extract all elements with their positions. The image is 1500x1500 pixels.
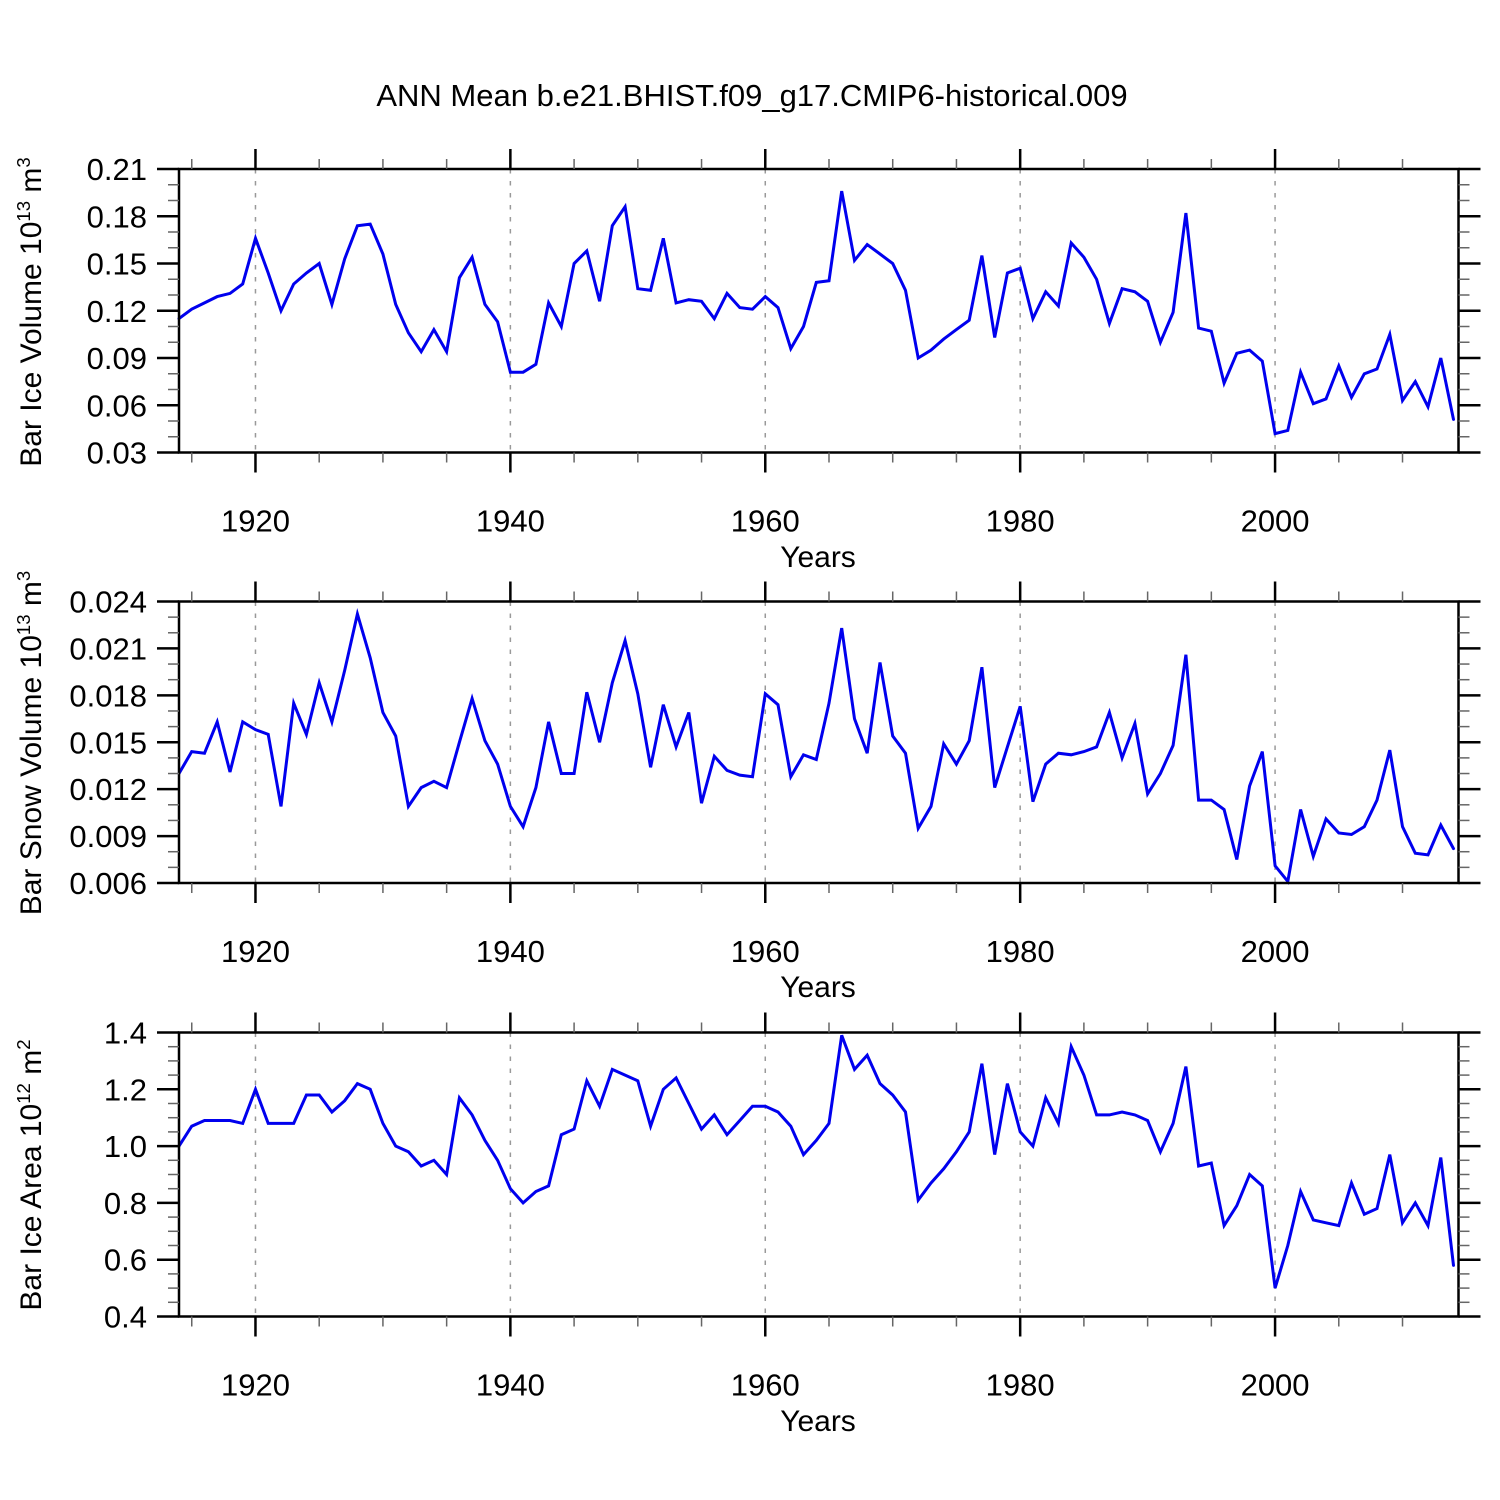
x-axis-label-years-2: Years — [780, 971, 856, 1004]
y-axis-label-ice-area: Bar Ice Area 1012 m2 — [13, 1039, 48, 1311]
data-line-bar-ice-area — [177, 1034, 1455, 1289]
x-tick-label: 1960 — [731, 504, 800, 539]
y-tick-label: 0.15 — [87, 247, 147, 282]
chart-title: ANN Mean b.e21.BHIST.f09_g17.CMIP6-histo… — [376, 78, 1128, 113]
x-tick-label: 1980 — [986, 934, 1055, 969]
superscript: 2 — [13, 1039, 34, 1050]
x-tick-label: 1940 — [476, 934, 545, 969]
x-tick-label: 1940 — [476, 504, 545, 539]
x-tick-label: 1940 — [476, 1368, 545, 1403]
y-tick-label: 0.09 — [87, 341, 147, 376]
y-axis-label-ice-volume: Bar Ice Volume 1013 m3 — [13, 157, 48, 467]
y-tick-label: 0.21 — [87, 152, 147, 187]
x-tick-label: 1920 — [221, 504, 290, 539]
x-tick-label: 1920 — [221, 1368, 290, 1403]
y-tick-label: 0.012 — [69, 772, 147, 807]
x-tick-label: 2000 — [1241, 934, 1310, 969]
x-tick-label: 2000 — [1241, 504, 1310, 539]
x-tick-label: 2000 — [1241, 1368, 1310, 1403]
superscript: 13 — [13, 614, 34, 636]
y-tick-label: 0.18 — [87, 199, 147, 234]
y-tick-label: 0.8 — [104, 1186, 147, 1221]
data-line-bar-snow-volume — [177, 608, 1455, 885]
superscript: 3 — [13, 570, 34, 582]
x-axis-label-years-3: Years — [780, 1405, 856, 1438]
y-tick-label: 1.0 — [104, 1129, 147, 1164]
data-line-bar-ice-volume — [177, 190, 1455, 436]
y-tick-label: 1.4 — [104, 1016, 147, 1051]
y-tick-label: 0.12 — [87, 294, 147, 329]
y-tick-label: 0.006 — [69, 866, 147, 901]
y-axis-label-snow-volume: Bar Snow Volume 1013 m3 — [13, 570, 48, 916]
y-tick-label: 0.018 — [69, 678, 147, 713]
superscript: 3 — [13, 157, 34, 168]
x-tick-label: 1960 — [731, 934, 800, 969]
plot-frame — [177, 1031, 1460, 1318]
superscript: 12 — [13, 1083, 34, 1104]
x-tick-label: 1960 — [731, 1368, 800, 1403]
y-tick-label: 1.2 — [104, 1072, 147, 1107]
y-tick-label: 0.4 — [104, 1300, 147, 1335]
y-tick-label: 0.009 — [69, 819, 147, 854]
y-tick-label: 0.06 — [87, 388, 147, 423]
y-tick-label: 0.03 — [87, 436, 147, 471]
y-tick-label: 0.024 — [69, 585, 147, 620]
x-tick-label: 1920 — [221, 934, 290, 969]
x-axis-label-years-1: Years — [780, 541, 856, 574]
y-tick-label: 0.021 — [69, 631, 147, 666]
x-tick-label: 1980 — [986, 1368, 1055, 1403]
x-tick-label: 1980 — [986, 504, 1055, 539]
y-tick-label: 0.6 — [104, 1243, 147, 1278]
y-tick-label: 0.015 — [69, 725, 147, 760]
superscript: 13 — [13, 200, 34, 222]
plot-frame — [177, 167, 1460, 454]
